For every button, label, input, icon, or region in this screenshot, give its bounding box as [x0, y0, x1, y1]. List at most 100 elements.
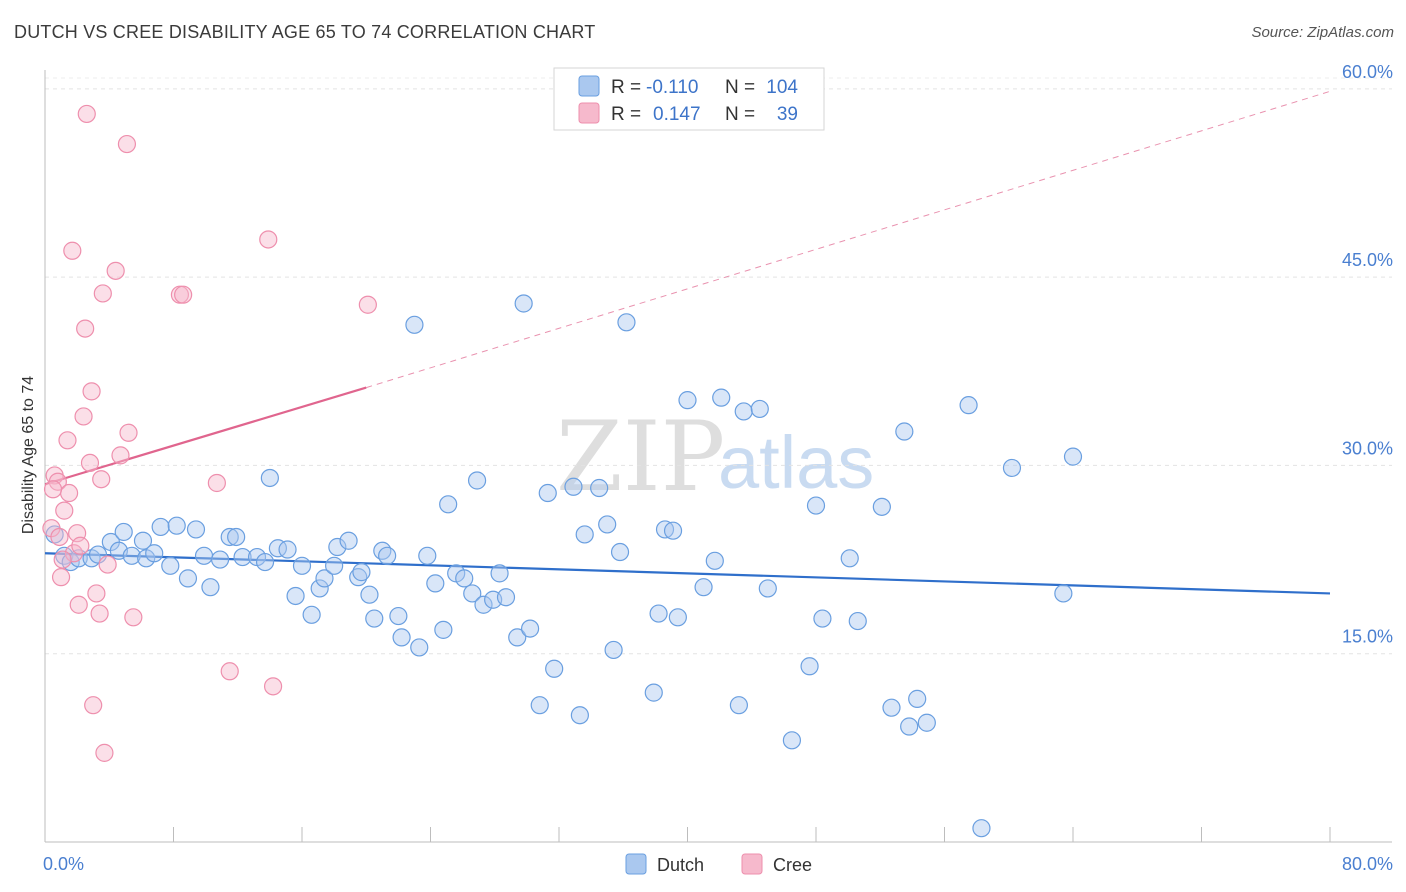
point-dutch: [882, 698, 901, 717]
point-dutch: [644, 683, 663, 702]
point-dutch: [325, 556, 344, 575]
point-dutch: [210, 550, 230, 569]
point-cree: [220, 662, 239, 681]
chart-title: DUTCH VS CREE DISABILITY AGE 65 TO 74 CO…: [14, 22, 596, 42]
point-cree: [50, 527, 69, 547]
point-dutch: [352, 563, 371, 582]
legend-row-cree: R = 0.147 N = 39: [578, 102, 798, 125]
point-dutch: [463, 584, 482, 603]
point-dutch: [848, 611, 867, 631]
point-dutch: [201, 578, 220, 597]
point-dutch: [339, 531, 358, 550]
point-dutch: [908, 689, 927, 708]
point-dutch: [302, 605, 321, 624]
point-cree: [93, 284, 112, 303]
point-dutch: [895, 422, 914, 441]
point-dutch: [782, 731, 802, 750]
point-dutch: [278, 540, 297, 559]
point-dutch: [405, 315, 424, 334]
point-dutch: [508, 628, 527, 647]
point-cree: [55, 501, 74, 520]
point-dutch: [1063, 447, 1083, 466]
point-dutch: [520, 619, 540, 638]
point-cree: [358, 295, 377, 314]
trend-line-dutch: [44, 552, 1331, 595]
point-dutch: [800, 657, 819, 676]
point-dutch: [286, 586, 305, 606]
point-cree: [51, 568, 71, 587]
point-cree: [95, 743, 114, 762]
point-cree: [43, 480, 63, 499]
legend-swatch-dutch: [578, 75, 600, 97]
point-dutch: [538, 483, 557, 503]
watermark-atlas: atlas: [718, 421, 874, 504]
point-dutch: [349, 568, 368, 587]
point-dutch: [900, 717, 919, 736]
point-dutch: [392, 628, 411, 647]
point-cree: [74, 407, 93, 426]
point-dutch: [467, 471, 487, 490]
bottom-legend-label-dutch: Dutch: [657, 855, 704, 875]
point-cree: [106, 261, 125, 280]
y-tick-labels: 15.0% 30.0% 45.0% 60.0%: [1342, 62, 1393, 647]
point-cree: [53, 550, 72, 569]
point-dutch: [186, 520, 206, 539]
point-cree: [92, 470, 111, 489]
point-dutch: [806, 496, 826, 515]
axes: [44, 70, 1392, 843]
point-dutch: [227, 527, 246, 547]
point-dutch: [178, 569, 198, 588]
point-dutch: [758, 579, 777, 598]
point-dutch: [705, 551, 724, 570]
bottom-legend: Dutch Cree: [625, 853, 812, 875]
point-dutch: [474, 595, 493, 614]
point-dutch: [972, 819, 991, 838]
point-dutch: [292, 556, 312, 575]
point-cree: [63, 241, 82, 260]
point-dutch: [378, 546, 397, 565]
point-cree: [119, 423, 138, 442]
point-cree: [71, 536, 90, 555]
point-dutch: [514, 294, 533, 313]
point-dutch: [604, 640, 623, 660]
point-cree: [82, 382, 101, 401]
point-dutch: [649, 604, 668, 623]
point-dutch: [734, 402, 753, 421]
data-points: [42, 104, 1083, 838]
point-dutch: [840, 549, 859, 568]
y-axis-title: Disability Age 65 to 74: [20, 376, 37, 534]
legend-n-value-cree: 39: [777, 104, 798, 125]
point-cree: [69, 595, 88, 614]
legend-r-label: R =: [611, 104, 641, 125]
point-cree: [64, 544, 84, 563]
y-tick-label: 30.0%: [1342, 438, 1393, 458]
point-dutch: [590, 478, 609, 498]
legend-n-label: N =: [725, 77, 755, 98]
point-dutch: [114, 522, 133, 542]
point-cree: [59, 483, 79, 503]
point-dutch: [167, 516, 186, 535]
legend-r-value-dutch: -0.110: [646, 77, 698, 98]
bottom-legend-swatch-cree: [741, 853, 763, 875]
point-cree: [76, 319, 95, 338]
point-dutch: [255, 552, 275, 572]
point-dutch: [1054, 584, 1073, 603]
point-dutch: [133, 531, 153, 550]
point-cree: [84, 696, 103, 715]
point-dutch: [610, 542, 630, 562]
point-dutch: [490, 564, 509, 583]
legend-n-value-dutch: 104: [766, 77, 798, 98]
point-dutch: [617, 313, 636, 332]
point-dutch: [145, 544, 164, 563]
legend-row-dutch: R = -0.110 N = 104: [578, 75, 798, 98]
point-cree: [80, 453, 100, 473]
point-dutch: [434, 620, 453, 639]
legend-box: R = -0.110 N = 104 R = 0.147 N = 39: [553, 67, 825, 131]
point-dutch: [872, 497, 891, 516]
point-cree: [117, 134, 137, 154]
point-cree: [207, 473, 226, 493]
point-dutch: [389, 606, 408, 626]
point-dutch: [426, 574, 445, 593]
point-dutch: [678, 391, 697, 410]
